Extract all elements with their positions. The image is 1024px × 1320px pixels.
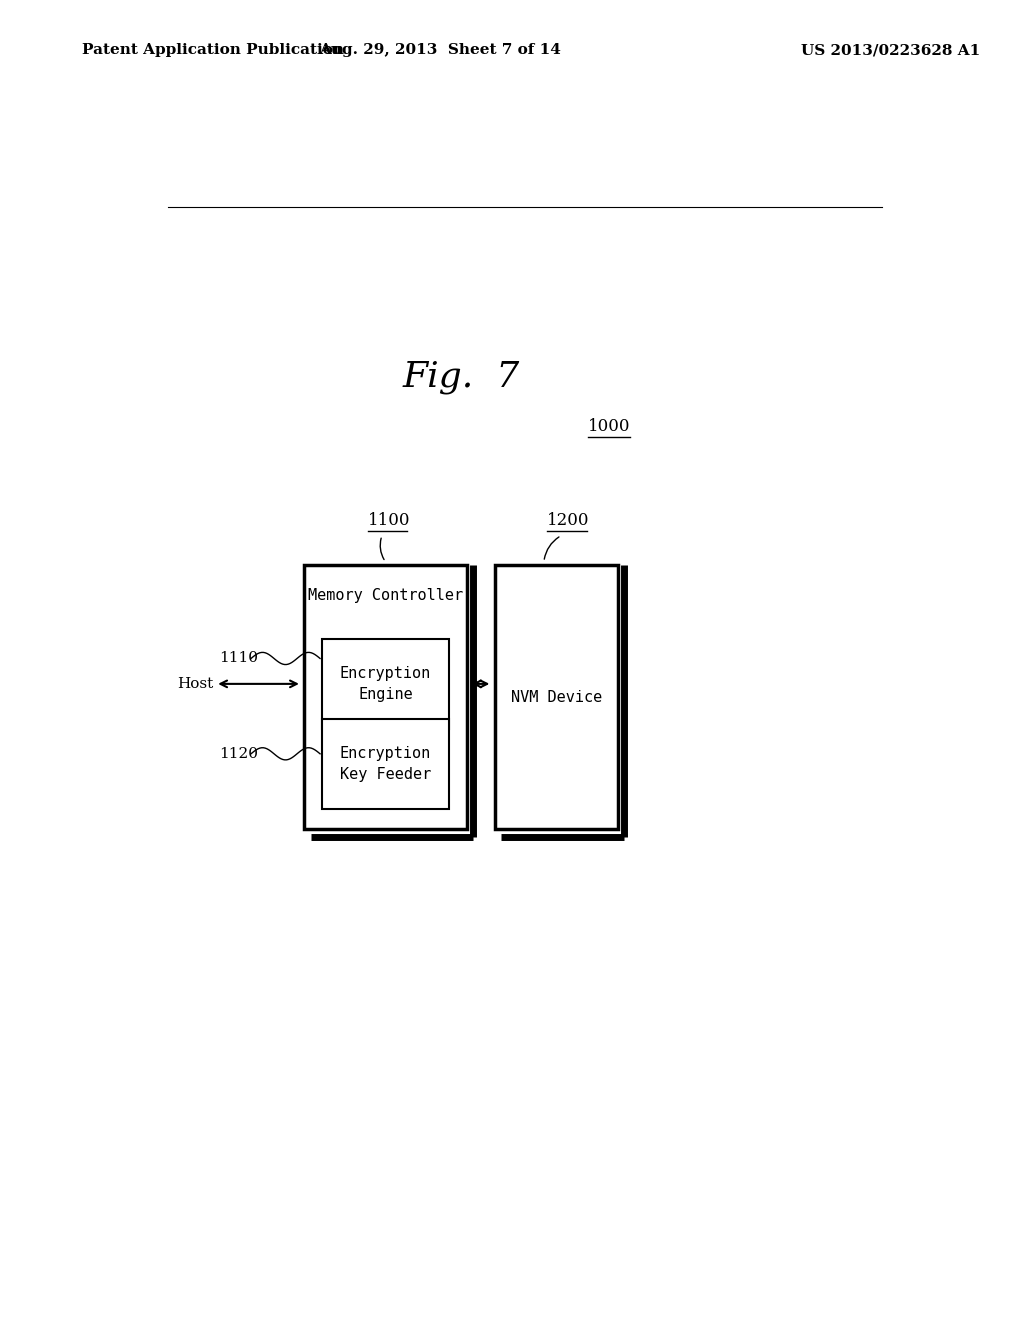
Text: Encryption
Engine: Encryption Engine: [340, 665, 431, 702]
Text: Encryption
Key Feeder: Encryption Key Feeder: [340, 746, 431, 781]
Text: 1200: 1200: [547, 512, 590, 529]
Bar: [495, 565, 617, 829]
Text: Memory Controller: Memory Controller: [308, 587, 463, 603]
Text: 1110: 1110: [219, 652, 258, 665]
Text: 1100: 1100: [368, 512, 411, 529]
Text: US 2013/0223628 A1: US 2013/0223628 A1: [801, 44, 981, 57]
Bar: [322, 639, 450, 729]
Text: 1000: 1000: [588, 418, 631, 434]
Text: NVM Device: NVM Device: [511, 689, 602, 705]
Text: Patent Application Publication: Patent Application Publication: [82, 44, 344, 57]
Bar: [304, 565, 467, 829]
Text: Host: Host: [177, 677, 213, 690]
Text: Aug. 29, 2013  Sheet 7 of 14: Aug. 29, 2013 Sheet 7 of 14: [319, 44, 561, 57]
Text: Fig.  7: Fig. 7: [402, 360, 520, 393]
Text: 1120: 1120: [219, 747, 258, 760]
Bar: [322, 719, 450, 809]
